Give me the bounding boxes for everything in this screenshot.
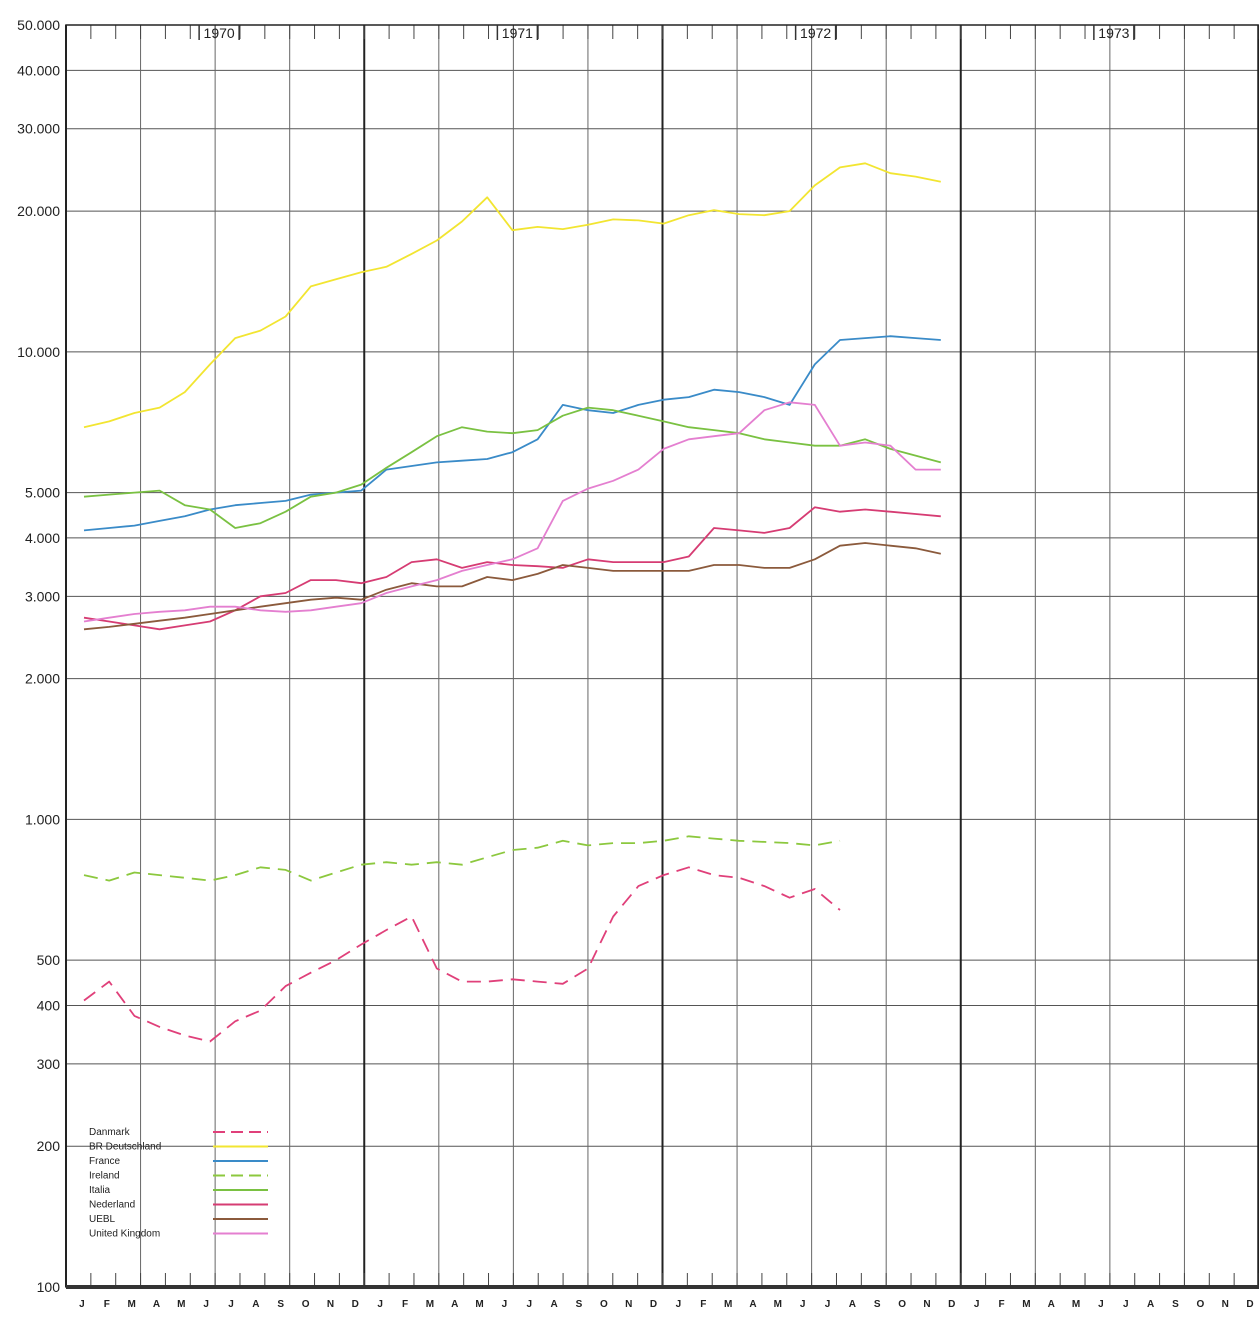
legend-label: France	[89, 1156, 121, 1167]
year-label: 1972	[800, 25, 831, 41]
month-label: M	[127, 1299, 136, 1310]
month-label: D	[1246, 1299, 1254, 1310]
y-tick-label: 5.000	[25, 485, 60, 501]
month-label: A	[1147, 1299, 1155, 1310]
month-label: N	[625, 1299, 633, 1310]
legend: Danmark BR Deutschland France Ireland Italia…	[89, 1127, 268, 1240]
month-label: S	[1172, 1299, 1179, 1310]
y-tick-label: 2.000	[25, 671, 60, 687]
month-label: F	[402, 1299, 409, 1310]
y-tick-label: 200	[37, 1138, 61, 1154]
month-label: J	[1123, 1299, 1129, 1310]
month-label: M	[426, 1299, 435, 1310]
y-tick-label: 10.000	[17, 344, 60, 360]
month-label: S	[277, 1299, 284, 1310]
year-label: 1970	[204, 25, 235, 41]
legend-label: UEBL	[89, 1214, 116, 1225]
month-label: O	[600, 1299, 608, 1310]
month-label: N	[327, 1299, 335, 1310]
month-label: M	[177, 1299, 186, 1310]
y-tick-label: 4.000	[25, 530, 60, 546]
month-label: M	[1022, 1299, 1031, 1310]
y-tick-label: 3.000	[25, 588, 60, 604]
legend-label: Italia	[89, 1185, 111, 1196]
month-label: A	[252, 1299, 260, 1310]
month-label: M	[475, 1299, 484, 1310]
month-label: A	[749, 1299, 757, 1310]
y-tick-label: 300	[37, 1056, 61, 1072]
legend-label: Nederland	[89, 1200, 135, 1211]
month-label: M	[774, 1299, 783, 1310]
month-label: J	[203, 1299, 209, 1310]
month-label: A	[849, 1299, 857, 1310]
series-line-danmark	[84, 867, 840, 1041]
month-label: O	[302, 1299, 310, 1310]
y-tick-label: 30.000	[17, 121, 60, 137]
month-label: A	[1048, 1299, 1056, 1310]
month-label: A	[551, 1299, 559, 1310]
y-tick-label: 100	[37, 1279, 61, 1295]
y-tick-label: 50.000	[17, 17, 60, 33]
month-label: J	[228, 1299, 234, 1310]
legend-label: Ireland	[89, 1171, 120, 1182]
year-dividers	[66, 25, 1259, 1287]
month-label: J	[974, 1299, 980, 1310]
month-label: S	[874, 1299, 881, 1310]
month-label: F	[998, 1299, 1005, 1310]
month-label: J	[526, 1299, 532, 1310]
month-label: D	[352, 1299, 360, 1310]
month-label: N	[923, 1299, 931, 1310]
year-label: 1973	[1098, 25, 1129, 41]
series-line-ireland	[84, 836, 840, 880]
month-label: J	[825, 1299, 831, 1310]
month-label: D	[948, 1299, 956, 1310]
month-label: F	[104, 1299, 111, 1310]
year-label: 1971	[502, 25, 533, 41]
y-tick-label: 500	[37, 952, 61, 968]
month-label: J	[1098, 1299, 1104, 1310]
data-series	[84, 163, 941, 1041]
month-label: O	[898, 1299, 906, 1310]
y-axis-ticks: 100 200 300 400 500 1.000 2.000 3.000 4.000 5.000…	[17, 17, 60, 1295]
month-label: J	[377, 1299, 383, 1310]
month-label: F	[700, 1299, 707, 1310]
month-label: O	[1196, 1299, 1204, 1310]
y-tick-label: 400	[37, 997, 61, 1013]
series-line-uebl	[84, 543, 941, 629]
series-line-nederland	[84, 507, 941, 629]
month-label: D	[650, 1299, 658, 1310]
y-tick-label: 40.000	[17, 62, 60, 78]
series-line-br-deutschland	[84, 163, 941, 427]
legend-label: BR Deutschland	[89, 1142, 161, 1153]
month-label: N	[1222, 1299, 1230, 1310]
month-label: A	[153, 1299, 161, 1310]
legend-label: Danmark	[89, 1127, 131, 1138]
month-label: S	[576, 1299, 583, 1310]
y-tick-label: 1.000	[25, 811, 60, 827]
month-label: J	[676, 1299, 682, 1310]
y-tick-label: 20.000	[17, 203, 60, 219]
month-label: J	[800, 1299, 806, 1310]
month-label: J	[502, 1299, 508, 1310]
month-label: M	[1072, 1299, 1081, 1310]
month-label: J	[79, 1299, 85, 1310]
month-label: M	[724, 1299, 733, 1310]
legend-label: United Kingdom	[89, 1229, 160, 1240]
month-label: A	[451, 1299, 459, 1310]
